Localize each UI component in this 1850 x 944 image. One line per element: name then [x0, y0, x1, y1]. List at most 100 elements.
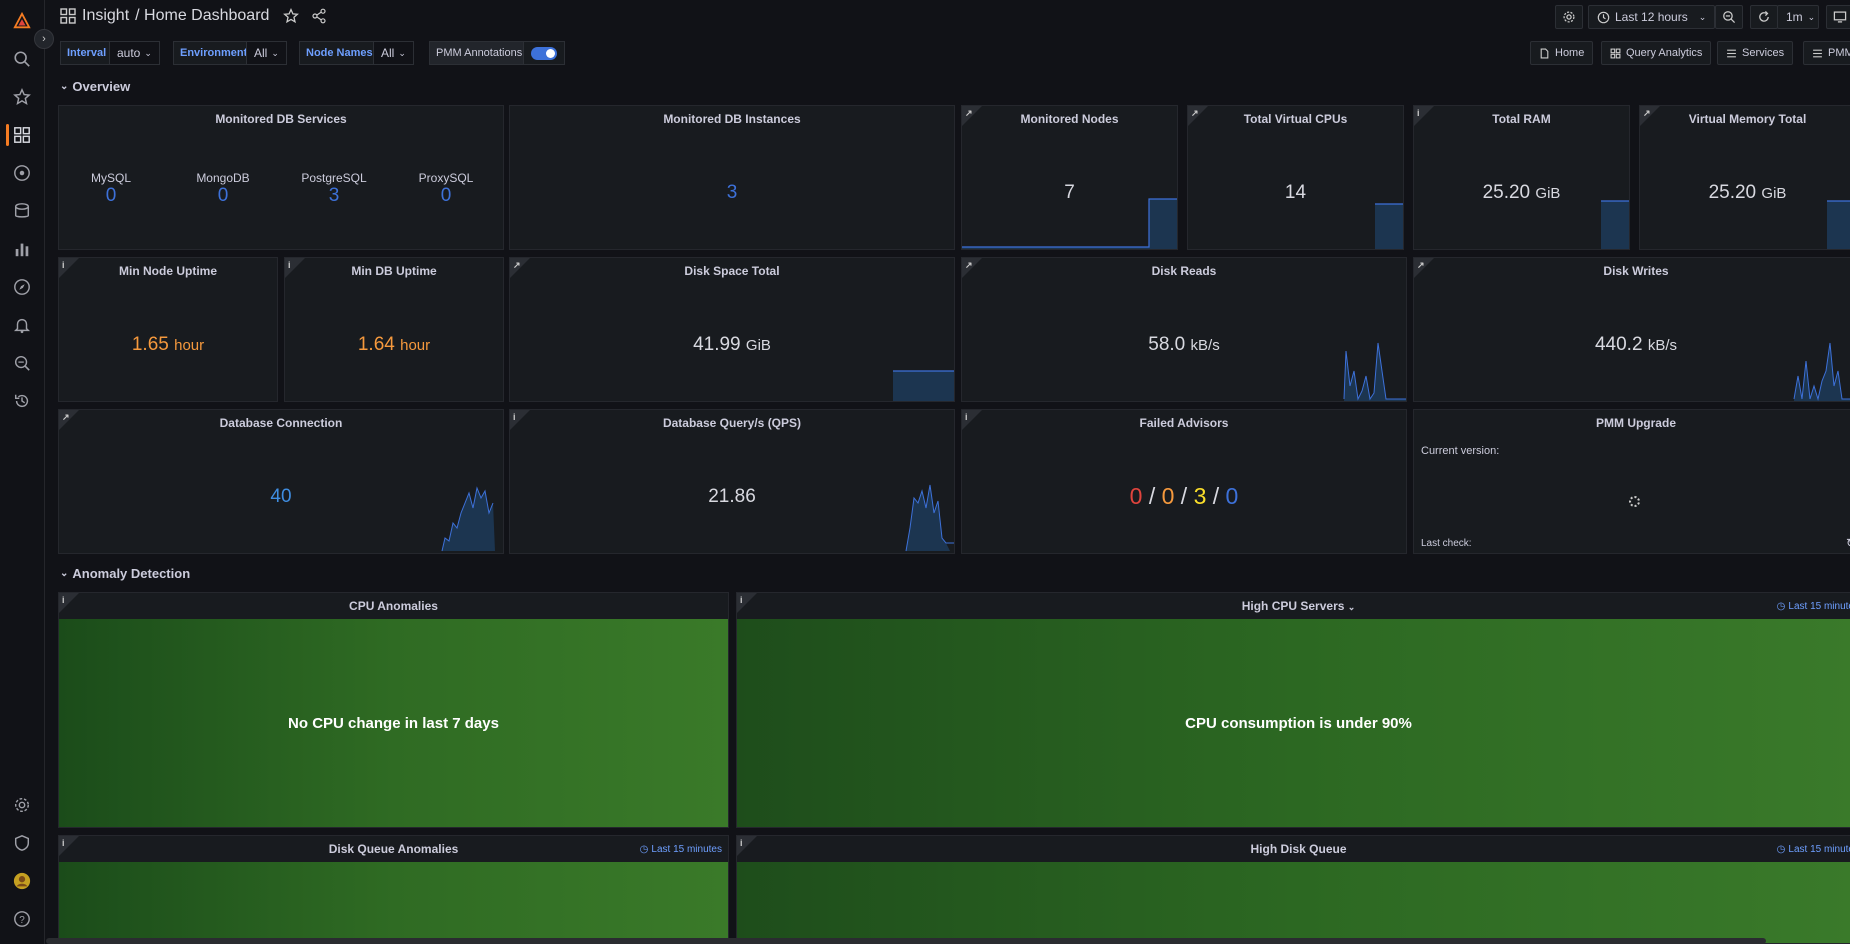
- panel-total-virtual-cpus[interactable]: ↗ Total Virtual CPUs 14: [1187, 105, 1404, 250]
- variable-value-interval: auto: [117, 46, 141, 60]
- refresh-button[interactable]: [1750, 5, 1778, 29]
- bell-icon[interactable]: [11, 314, 33, 336]
- external-link-icon[interactable]: ↗: [965, 108, 973, 118]
- panel-disk-reads[interactable]: ↗ Disk Reads 58.0 kB/s: [961, 257, 1407, 402]
- panel-title: Min DB Uptime: [351, 264, 437, 278]
- zoom-out-button[interactable]: [1715, 5, 1743, 29]
- panel-monitored-nodes[interactable]: ↗ Monitored Nodes 7: [961, 105, 1178, 250]
- info-icon[interactable]: i: [740, 595, 743, 605]
- compass-icon[interactable]: [11, 276, 33, 298]
- gear-icon[interactable]: [11, 794, 33, 816]
- info-icon[interactable]: i: [62, 838, 65, 848]
- external-link-icon[interactable]: ↗: [1643, 108, 1651, 118]
- database-icon[interactable]: [11, 200, 33, 222]
- panel-title: Monitored DB Instances: [663, 112, 801, 126]
- panel-high-disk-queue[interactable]: i High Disk Queue ◷ Last 15 minutes: [736, 835, 1850, 944]
- chevron-right-icon: ›: [42, 33, 46, 45]
- nodes-icon[interactable]: [11, 162, 33, 184]
- advisors-warning[interactable]: 3: [1193, 483, 1207, 509]
- help-icon[interactable]: ?: [11, 908, 33, 930]
- info-icon[interactable]: i: [62, 595, 65, 605]
- panel-min-node-uptime[interactable]: i Min Node Uptime 1.65 hour: [58, 257, 278, 402]
- star-icon[interactable]: [11, 86, 33, 108]
- external-link-icon[interactable]: ↗: [62, 412, 70, 422]
- panel-total-ram[interactable]: i Total RAM 25.20 GiB: [1413, 105, 1630, 250]
- info-icon[interactable]: i: [62, 260, 65, 270]
- stat-unit: GiB: [745, 337, 771, 354]
- shield-icon[interactable]: [11, 832, 33, 854]
- dashboards-icon[interactable]: [11, 124, 33, 146]
- external-link-icon[interactable]: ↗: [1191, 108, 1199, 118]
- time-range-picker[interactable]: Last 12 hours ⌄: [1588, 5, 1716, 29]
- pmm-logo-icon[interactable]: [11, 10, 33, 32]
- panel-title: CPU Anomalies: [349, 599, 438, 613]
- dashboard-settings-button[interactable]: [1555, 5, 1583, 29]
- advisors-notice[interactable]: 0: [1225, 483, 1239, 509]
- external-link-icon[interactable]: ↗: [513, 260, 521, 270]
- time-override-label: Last 15 minutes: [1788, 844, 1850, 855]
- variable-select-interval[interactable]: auto ⌄: [109, 41, 160, 65]
- panel-virtual-memory-total[interactable]: ↗ Virtual Memory Total 25.20 GiB: [1639, 105, 1850, 250]
- stat-mysql: MySQL 0: [66, 171, 156, 207]
- stat-unit: kB/s: [1190, 337, 1220, 354]
- query-analytics-icon[interactable]: [11, 352, 33, 374]
- panel-monitored-db-services[interactable]: Monitored DB Services MySQL 0 MongoDB 0 …: [58, 105, 504, 250]
- stat-value-wrap: 41.99 GiB: [510, 334, 954, 356]
- status-area: [59, 862, 728, 943]
- chart-bars-icon[interactable]: [11, 238, 33, 260]
- search-icon[interactable]: [11, 48, 33, 70]
- link-query-analytics-button[interactable]: Query Analytics: [1601, 41, 1712, 65]
- horizontal-scrollbar[interactable]: [46, 938, 1766, 944]
- refresh-interval-picker[interactable]: 1m ⌄: [1777, 5, 1819, 29]
- info-icon[interactable]: i: [965, 412, 968, 422]
- panel-disk-queue-anomalies[interactable]: i Disk Queue Anomalies ◷ Last 15 minutes: [58, 835, 729, 944]
- annotations-toggle-label: PMM Annotations: [429, 41, 530, 65]
- tv-mode-button[interactable]: [1826, 5, 1850, 29]
- panel-database-connection[interactable]: ↗ Database Connection 40: [58, 409, 504, 554]
- info-icon[interactable]: i: [513, 412, 516, 422]
- panel-disk-writes[interactable]: ↗ Disk Writes 440.2 kB/s: [1413, 257, 1850, 402]
- panel-database-qps[interactable]: i Database Query/s (QPS) 21.86: [509, 409, 955, 554]
- info-icon[interactable]: i: [288, 260, 291, 270]
- sidebar-collapse-button[interactable]: ›: [34, 29, 54, 49]
- link-home-button[interactable]: Home: [1530, 41, 1594, 65]
- panel-corner: [285, 258, 305, 278]
- link-pmm-button[interactable]: PMM: [1803, 41, 1850, 65]
- advisors-error[interactable]: 0: [1161, 483, 1175, 509]
- stat-value: 58.0: [1148, 334, 1186, 355]
- variable-select-node-names[interactable]: All ⌄: [373, 41, 414, 65]
- panel-title: Disk Writes: [1603, 264, 1669, 278]
- panel-disk-space-total[interactable]: ↗ Disk Space Total 41.99 GiB: [509, 257, 955, 402]
- panel-monitored-db-instances[interactable]: Monitored DB Instances 3: [509, 105, 955, 250]
- annotations-toggle[interactable]: [523, 41, 565, 65]
- zoom-out-icon: [1723, 11, 1736, 24]
- info-icon[interactable]: i: [1417, 108, 1420, 118]
- stat-unit: GiB: [1761, 185, 1787, 202]
- panel-title[interactable]: High CPU Servers ⌄: [737, 599, 1850, 613]
- info-icon[interactable]: i: [740, 838, 743, 848]
- variable-select-environment[interactable]: All ⌄: [246, 41, 287, 65]
- stat-value: 1.64: [357, 334, 395, 355]
- refresh-icon[interactable]: ↻: [1846, 536, 1850, 550]
- row-overview[interactable]: ⌄ Overview: [60, 79, 130, 94]
- panel-pmm-upgrade[interactable]: PMM Upgrade Current version: Last check:…: [1413, 409, 1850, 554]
- breadcrumb-dashboard[interactable]: / Home Dashboard: [135, 7, 270, 24]
- advisors-critical[interactable]: 0: [1129, 483, 1143, 509]
- link-services-button[interactable]: Services: [1717, 41, 1794, 65]
- star-icon[interactable]: [283, 8, 300, 24]
- panel-high-cpu-servers[interactable]: i High CPU Servers ⌄ ◷ Last 15 minutes C…: [736, 592, 1850, 828]
- history-icon[interactable]: [11, 390, 33, 412]
- panel-min-db-uptime[interactable]: i Min DB Uptime 1.64 hour: [284, 257, 504, 402]
- share-icon[interactable]: [311, 8, 327, 24]
- stat-value: 3: [328, 185, 340, 206]
- row-anomaly-detection[interactable]: ⌄ Anomaly Detection: [60, 566, 190, 581]
- panel-cpu-anomalies[interactable]: i CPU Anomalies No CPU change in last 7 …: [58, 592, 729, 828]
- panel-failed-advisors[interactable]: i Failed Advisors 0 / 0 / 3 / 0: [961, 409, 1407, 554]
- stat-proxysql: ProxySQL 0: [401, 171, 491, 207]
- link-home-label: Home: [1555, 47, 1585, 59]
- stat-value-wrap: 1.64 hour: [285, 334, 503, 356]
- avatar[interactable]: [11, 870, 33, 892]
- external-link-icon[interactable]: ↗: [1417, 260, 1425, 270]
- breadcrumb-folder[interactable]: Insight: [82, 7, 130, 24]
- external-link-icon[interactable]: ↗: [965, 260, 973, 270]
